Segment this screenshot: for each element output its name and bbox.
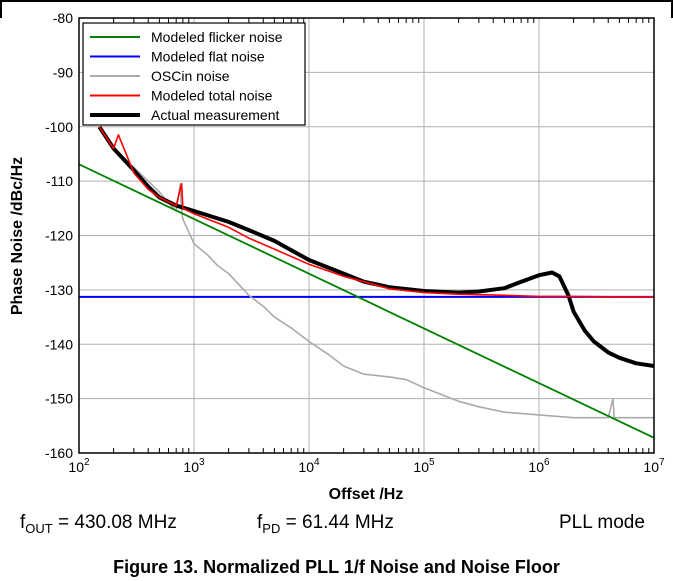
fout-subscript: OUT [25, 520, 53, 536]
figure-frame-top [0, 0, 671, 2]
fout-symbol: f [20, 512, 26, 533]
series-line-modeled-flicker-noise [79, 163, 654, 439]
x-tick-label: 103 [183, 457, 205, 475]
fpd-note: fPD = 61.44 MHz [257, 512, 394, 536]
plot-border [78, 17, 655, 454]
y-tick-label: -100 [45, 119, 73, 135]
x-axis-label: Offset /Hz [329, 486, 404, 503]
y-tick-label: -140 [45, 336, 73, 352]
x-tick-label: 102 [68, 457, 90, 475]
fpd-value: = 61.44 MHz [280, 512, 394, 533]
legend-label: Modeled flicker noise [151, 29, 283, 45]
y-tick-label: -90 [53, 64, 73, 80]
x-tick-label: 105 [413, 457, 435, 475]
y-tick-label: -120 [45, 228, 73, 244]
phase-noise-chart: -80-90-100-110-120-130-140-150-160 102 10… [9, 10, 665, 503]
fpd-symbol: f [257, 512, 263, 533]
mode-note: PLL mode [559, 512, 645, 533]
series-line-oscin-noise [98, 126, 654, 419]
legend-label: Modeled flat noise [151, 49, 265, 65]
figure-caption: Figure 13. Normalized PLL 1/f Noise and … [113, 557, 560, 577]
legend-label: OSCin noise [151, 68, 230, 84]
legend-label: Modeled total noise [151, 88, 273, 104]
legend: Modeled flicker noise Modeled flat noise O… [82, 22, 306, 126]
measurement-conditions: fOUT = 430.08 MHz fPD = 61.44 MHz PLL mo… [0, 512, 673, 542]
y-tick-label: -80 [53, 10, 73, 26]
x-tick-label: 106 [528, 457, 550, 475]
fout-value: = 430.08 MHz [52, 512, 177, 533]
series-line-modeled-total-noise [98, 126, 654, 298]
x-tick-label: 104 [298, 457, 320, 475]
y-axis-label: Phase Noise /dBc/Hz [9, 157, 26, 315]
y-tick-label: -130 [45, 282, 73, 298]
figure-frame-left [0, 0, 2, 18]
x-tick-labels: 102 103 104 105 106 107 [68, 457, 665, 475]
y-tick-label: -110 [46, 173, 73, 189]
y-tick-label: -160 [45, 445, 73, 461]
legend-label: Actual measurement [151, 107, 280, 123]
legend-box [82, 22, 306, 126]
figure-frame-right [671, 0, 673, 18]
y-tick-label: -150 [45, 391, 73, 407]
x-tick-label: 107 [643, 457, 665, 475]
series-layer [79, 125, 654, 439]
fout-note: fOUT = 430.08 MHz [20, 512, 177, 536]
series-line-actual-measurement [97, 125, 654, 368]
y-tick-labels: -80 -90 -100 -110 -120 -130 -140 -150 -160 [45, 10, 73, 461]
fpd-subscript: PD [262, 520, 281, 536]
